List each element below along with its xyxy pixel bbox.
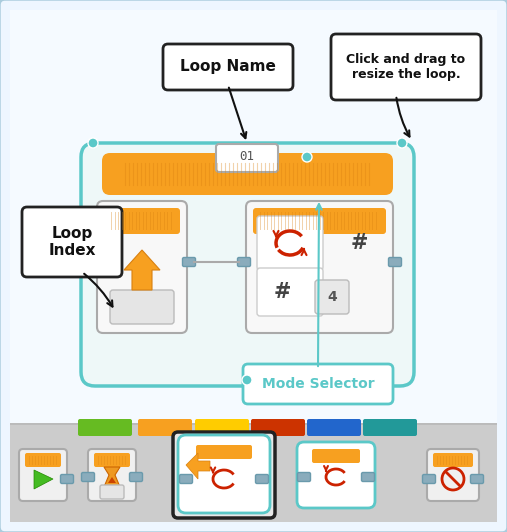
FancyBboxPatch shape <box>388 257 402 267</box>
Text: Loop
Index: Loop Index <box>48 226 96 258</box>
FancyBboxPatch shape <box>422 475 436 484</box>
FancyBboxPatch shape <box>60 475 74 484</box>
FancyBboxPatch shape <box>298 472 310 481</box>
FancyBboxPatch shape <box>89 257 101 267</box>
Text: Mode Selector: Mode Selector <box>262 377 374 391</box>
FancyBboxPatch shape <box>19 449 67 501</box>
FancyBboxPatch shape <box>253 208 386 234</box>
FancyBboxPatch shape <box>173 432 275 518</box>
Text: #: # <box>350 233 368 253</box>
Polygon shape <box>124 250 160 290</box>
FancyBboxPatch shape <box>10 10 497 424</box>
Circle shape <box>397 138 407 148</box>
FancyBboxPatch shape <box>433 453 473 467</box>
Text: 01: 01 <box>239 151 255 163</box>
FancyBboxPatch shape <box>257 216 323 270</box>
Circle shape <box>302 152 312 162</box>
FancyBboxPatch shape <box>102 153 393 195</box>
FancyBboxPatch shape <box>81 143 414 386</box>
Polygon shape <box>34 470 53 489</box>
FancyBboxPatch shape <box>470 475 484 484</box>
FancyBboxPatch shape <box>25 453 61 467</box>
Circle shape <box>88 138 98 148</box>
FancyBboxPatch shape <box>196 445 252 459</box>
FancyBboxPatch shape <box>100 485 124 499</box>
FancyBboxPatch shape <box>163 44 293 90</box>
FancyBboxPatch shape <box>251 419 305 436</box>
FancyBboxPatch shape <box>82 472 94 481</box>
Text: 4: 4 <box>327 290 337 304</box>
FancyBboxPatch shape <box>78 419 132 436</box>
Circle shape <box>242 375 252 385</box>
FancyBboxPatch shape <box>297 442 375 508</box>
Text: #: # <box>273 282 291 302</box>
Text: Loop Name: Loop Name <box>180 60 276 74</box>
FancyBboxPatch shape <box>179 475 193 484</box>
FancyBboxPatch shape <box>104 208 180 234</box>
Bar <box>10 423 497 425</box>
FancyBboxPatch shape <box>94 453 130 467</box>
Polygon shape <box>186 453 210 479</box>
FancyBboxPatch shape <box>243 364 393 404</box>
FancyBboxPatch shape <box>257 268 323 316</box>
FancyBboxPatch shape <box>88 449 136 501</box>
Bar <box>10 424 497 522</box>
FancyBboxPatch shape <box>427 449 479 501</box>
FancyBboxPatch shape <box>361 472 375 481</box>
FancyBboxPatch shape <box>178 435 270 513</box>
FancyBboxPatch shape <box>256 475 269 484</box>
FancyBboxPatch shape <box>138 419 192 436</box>
FancyBboxPatch shape <box>315 280 349 314</box>
FancyBboxPatch shape <box>246 201 393 333</box>
Polygon shape <box>108 477 116 483</box>
FancyBboxPatch shape <box>237 257 250 267</box>
FancyBboxPatch shape <box>195 419 249 436</box>
FancyBboxPatch shape <box>129 472 142 481</box>
FancyBboxPatch shape <box>331 34 481 100</box>
FancyBboxPatch shape <box>97 201 187 333</box>
FancyBboxPatch shape <box>183 257 196 267</box>
FancyBboxPatch shape <box>363 419 417 436</box>
FancyBboxPatch shape <box>307 419 361 436</box>
FancyBboxPatch shape <box>110 290 174 324</box>
FancyBboxPatch shape <box>22 207 122 277</box>
Polygon shape <box>104 467 120 487</box>
Text: Click and drag to
resize the loop.: Click and drag to resize the loop. <box>346 53 465 81</box>
FancyBboxPatch shape <box>216 144 278 172</box>
FancyBboxPatch shape <box>312 449 360 463</box>
